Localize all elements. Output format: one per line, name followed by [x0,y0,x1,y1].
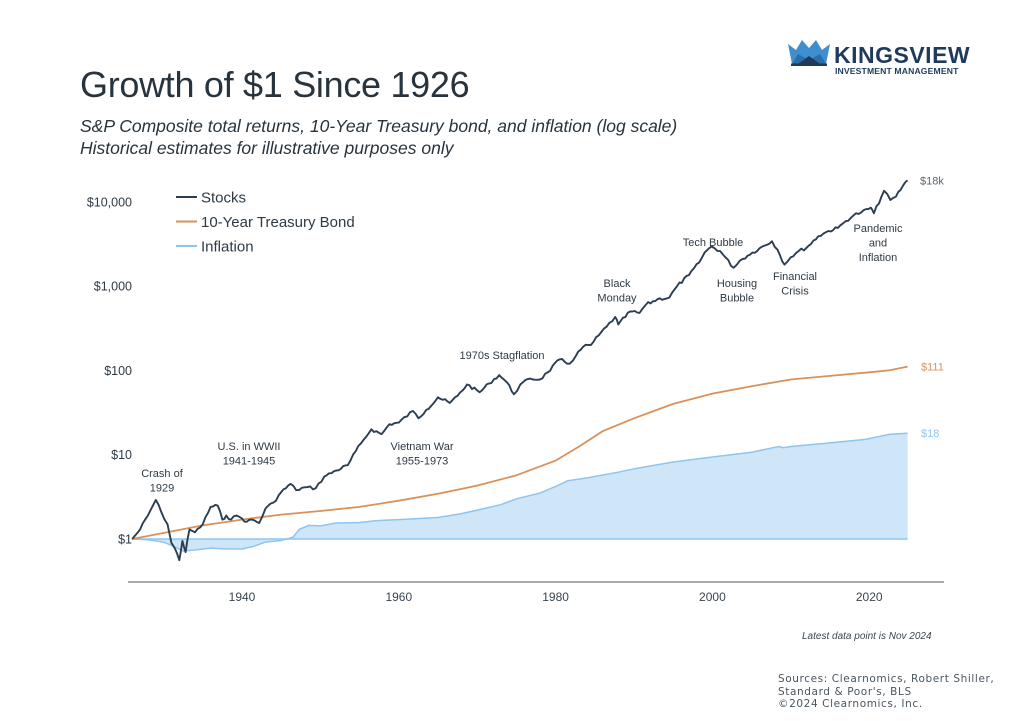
x-tick-label: 1940 [229,590,256,604]
stocks-series [131,179,909,562]
annotation-text: Inflation [859,252,898,264]
annotations: Crash of 1929 U.S. in WWII 1941-1945 Vietnam… [141,223,903,495]
y-tick-label: $10,000 [87,195,132,209]
chart-title: Growth of $1 Since 1926 [80,64,470,105]
bond-end-label: $111 [921,362,944,374]
annotation: Pandemic and Inflation [854,223,903,264]
annotation: Crash of 1929 [141,468,184,495]
bond-series [132,365,908,540]
y-tick-label: $100 [104,364,132,378]
annotation-text: U.S. in WWII [218,441,281,453]
y-tick-label: $1 [118,533,132,547]
x-axis: 1940 1960 1980 2000 2020 [128,581,944,604]
annotation-text: Crash of [141,468,184,480]
subtitle-line-2: Historical estimates for illustrative pu… [80,138,454,158]
x-tick-label: 2020 [856,590,883,604]
stocks-line [131,179,909,562]
inflation-series [132,432,908,552]
logo-tagline: INVESTMENT MANAGEMENT [835,66,959,76]
annotation: U.S. in WWII 1941-1945 [218,441,281,468]
sources-line-2: Standard & Poor's, BLS [778,685,912,698]
legend-label: Inflation [201,239,254,256]
sources: Sources: Clearnomics, Robert Shiller, St… [778,673,994,711]
annotation-text: Tech Bubble [683,237,744,249]
annotation-text: Crisis [781,286,809,298]
annotation-text: Financial [773,271,817,283]
legend-item: Inflation [176,239,254,256]
annotation: Tech Bubble [683,237,744,249]
y-tick-label: $10 [111,448,132,462]
annotation-text: 1955-1973 [396,456,449,468]
bond-line [132,365,908,540]
latest-data-note: Latest data point is Nov 2024 [802,631,932,642]
legend-label: Stocks [201,190,246,207]
inflation-end-label: $18 [921,428,939,440]
stocks-end-label: $18k [920,175,944,187]
annotation: Black Monday [597,278,637,305]
annotation-text: Monday [597,293,637,305]
legend: Stocks 10-Year Treasury Bond Inflation [176,190,355,256]
annotation-text: Bubble [720,293,754,305]
x-tick-label: 1960 [385,590,412,604]
annotation: Housing Bubble [717,278,757,305]
annotation: 1970s Stagflation [459,350,544,362]
annotation-text: 1970s Stagflation [459,350,544,362]
annotation: Vietnam War 1955-1973 [391,441,454,468]
annotation-text: 1941-1945 [223,456,276,468]
annotation: Financial Crisis [773,271,817,298]
x-tick-label: 1980 [542,590,569,604]
sources-line-3: ©2024 Clearnomics, Inc. [778,698,923,710]
crown-icon [788,40,830,66]
annotation-text: 1929 [150,483,174,495]
kingsview-logo: KINGSVIEW INVESTMENT MANAGEMENT [788,40,971,80]
logo-name: KINGSVIEW [834,42,971,68]
annotation-text: Vietnam War [391,441,454,453]
annotation-text: Pandemic [854,223,903,235]
inflation-line [132,432,908,552]
inflation-area [132,433,908,551]
legend-item: 10-Year Treasury Bond [176,214,355,231]
annotation-text: and [869,238,887,250]
y-axis: $1 $10 $100 $1,000 $10,000 [87,195,132,546]
x-tick-label: 2000 [699,590,726,604]
legend-item: Stocks [176,190,246,207]
sources-line-1: Sources: Clearnomics, Robert Shiller, [778,673,995,685]
legend-label: 10-Year Treasury Bond [201,214,355,231]
end-labels: $18k $111 $18 [920,175,944,440]
y-tick-label: $1,000 [94,280,132,294]
annotation-text: Housing [717,278,757,290]
chart-subtitle: S&P Composite total returns, 10-Year Tre… [80,115,677,159]
subtitle-line-1: S&P Composite total returns, 10-Year Tre… [80,116,678,136]
annotation-text: Black [604,278,631,290]
